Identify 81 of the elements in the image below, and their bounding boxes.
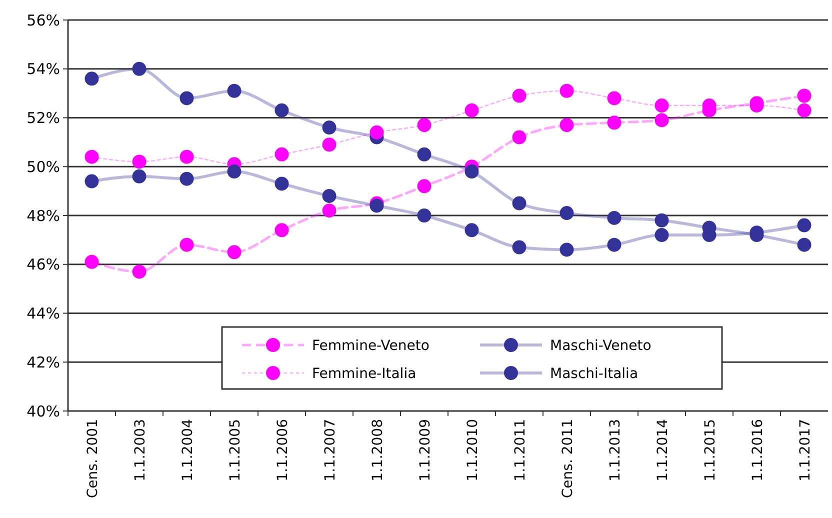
point <box>464 223 479 238</box>
point <box>417 208 432 222</box>
point <box>654 213 669 228</box>
x-tick-label: 1.1.2016 <box>750 418 766 482</box>
point <box>322 120 336 135</box>
point <box>560 242 574 257</box>
point <box>180 91 194 106</box>
y-tick-label: 54% <box>26 60 60 78</box>
point <box>132 62 146 76</box>
point <box>84 150 99 164</box>
x-tick-label: Cens. 2001 <box>84 419 101 498</box>
legend-label: Maschi-Veneto <box>550 338 652 354</box>
y-tick-label: 40% <box>26 402 60 420</box>
point <box>607 116 622 130</box>
point <box>512 88 526 103</box>
point <box>654 113 669 128</box>
point <box>84 174 99 188</box>
point <box>274 176 289 191</box>
x-tick-label: 1.1.2013 <box>607 419 624 482</box>
point <box>370 198 384 213</box>
point <box>417 147 432 162</box>
y-tick-label: 48% <box>26 206 60 225</box>
legend-label: Femmine-Italia <box>312 366 416 382</box>
x-tick-label: Cens. 2011 <box>560 419 576 498</box>
x-tick-label: 1.1.2006 <box>274 418 291 482</box>
point <box>560 84 574 98</box>
y-tick-label: 56% <box>26 11 60 30</box>
point <box>274 147 289 162</box>
legend-label: Maschi-Italia <box>550 366 638 382</box>
point <box>607 238 622 252</box>
point <box>132 154 146 169</box>
point <box>322 138 336 152</box>
legend-label: Femmine-Veneto <box>312 338 430 354</box>
point <box>274 103 289 118</box>
point <box>227 164 242 179</box>
point <box>322 188 336 203</box>
point <box>417 118 432 132</box>
point <box>654 98 669 113</box>
x-tick-label: 1.1.2004 <box>180 418 196 482</box>
point <box>180 150 194 164</box>
y-tick-label: 44% <box>26 304 60 322</box>
y-tick-label: 42% <box>26 353 60 372</box>
point <box>370 125 384 140</box>
point <box>797 103 812 118</box>
x-tick-label: 1.1.2003 <box>132 419 148 482</box>
x-tick-label: 1.1.2009 <box>417 419 434 482</box>
y-tick-label: 52% <box>26 109 60 127</box>
point <box>132 264 146 279</box>
y-tick-label: 50% <box>26 158 60 176</box>
point <box>84 254 99 269</box>
point <box>274 223 289 238</box>
x-tick-label: 1.1.2015 <box>702 419 718 482</box>
x-tick-label: 1.1.2011 <box>512 419 528 482</box>
x-tick-label: 1.1.2017 <box>797 419 814 482</box>
point <box>797 88 812 103</box>
point <box>512 130 526 144</box>
point <box>322 204 336 218</box>
point <box>560 118 574 132</box>
x-tick-label: 1.1.2007 <box>322 419 338 482</box>
point <box>560 206 574 220</box>
point <box>607 91 622 106</box>
point <box>84 72 99 86</box>
point <box>417 179 432 194</box>
y-tick-label: 46% <box>26 256 60 274</box>
point <box>132 169 146 184</box>
x-tick-label: 1.1.2008 <box>370 419 386 482</box>
point <box>607 210 622 225</box>
point <box>512 196 526 210</box>
x-tick-label: 1.1.2010 <box>464 419 481 482</box>
x-tick-label: 1.1.2014 <box>654 418 671 482</box>
point <box>227 84 242 98</box>
point <box>654 228 669 242</box>
point <box>180 238 194 252</box>
x-tick-label: 1.1.2005 <box>227 419 244 482</box>
point <box>797 218 812 232</box>
point <box>512 240 526 254</box>
point <box>464 103 479 118</box>
point <box>797 238 812 252</box>
point <box>464 164 479 179</box>
point <box>227 245 242 260</box>
point <box>180 172 194 186</box>
